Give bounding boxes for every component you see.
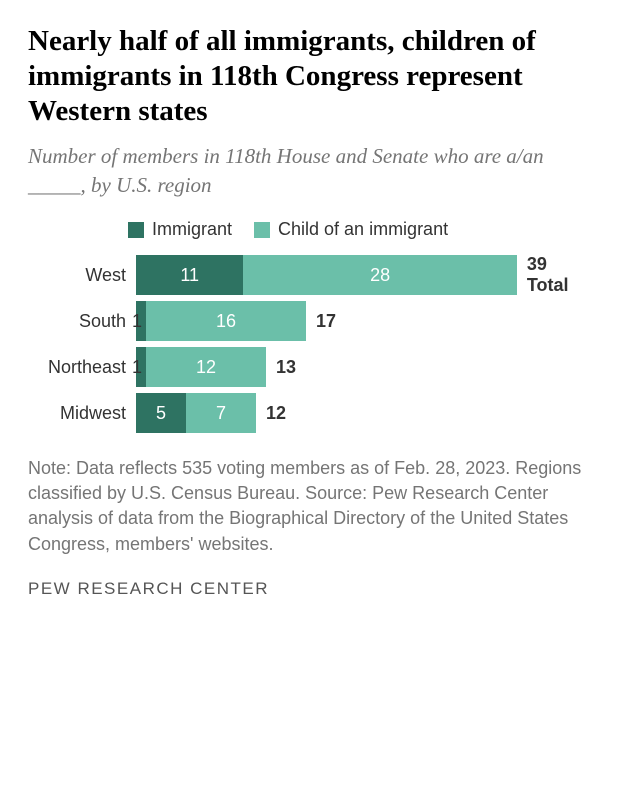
- bar-segment-child: 28: [243, 255, 516, 295]
- row-total: 13: [276, 357, 296, 378]
- chart-title: Nearly half of all immigrants, children …: [28, 24, 592, 128]
- bar-segment-immigrant: 1: [136, 301, 146, 341]
- legend-swatch-child: [254, 222, 270, 238]
- row-total: 12: [266, 403, 286, 424]
- legend-swatch-immigrant: [128, 222, 144, 238]
- legend-label-child: Child of an immigrant: [278, 219, 448, 240]
- chart-note: Note: Data reflects 535 voting members a…: [28, 456, 592, 557]
- chart-subtitle: Number of members in 118th House and Sen…: [28, 142, 592, 199]
- bar-segment-child: 12: [146, 347, 266, 387]
- bar-container: 1 12 13: [136, 347, 592, 387]
- bar-container: 11 28 39 Total: [136, 255, 592, 295]
- segment-value: 11: [180, 265, 199, 286]
- bar-segment-immigrant: 5: [136, 393, 186, 433]
- row-total: 39 Total: [527, 254, 592, 296]
- segment-value: 12: [196, 357, 216, 378]
- bar-segment-immigrant: 1: [136, 347, 146, 387]
- legend: Immigrant Child of an immigrant: [128, 219, 592, 240]
- chart-row: Northeast1 12 13: [28, 346, 592, 388]
- bar-container: 1 16 17: [136, 301, 592, 341]
- legend-item-immigrant: Immigrant: [128, 219, 232, 240]
- row-label: South: [28, 311, 136, 332]
- row-total: 17: [316, 311, 336, 332]
- bar-segment-child: 16: [146, 301, 306, 341]
- row-label: Northeast: [28, 357, 136, 378]
- segment-value: 7: [216, 403, 226, 424]
- bar-segment-immigrant: 11: [136, 255, 243, 295]
- bar-segment-child: 7: [186, 393, 256, 433]
- legend-item-child: Child of an immigrant: [254, 219, 448, 240]
- bar-container: 5 7 12: [136, 393, 592, 433]
- segment-value: 28: [370, 265, 390, 286]
- segment-value: 1: [132, 311, 142, 332]
- segment-value: 1: [132, 357, 142, 378]
- bar-chart: West112839 TotalSouth11617Northeast11213…: [28, 254, 592, 434]
- row-label: West: [28, 265, 136, 286]
- row-label: Midwest: [28, 403, 136, 424]
- legend-label-immigrant: Immigrant: [152, 219, 232, 240]
- segment-value: 16: [216, 311, 236, 332]
- footer-attribution: PEW RESEARCH CENTER: [28, 579, 592, 599]
- chart-row: Midwest 5 7 12: [28, 392, 592, 434]
- chart-row: South1 16 17: [28, 300, 592, 342]
- segment-value: 5: [156, 403, 166, 424]
- chart-row: West 11 28 39 Total: [28, 254, 592, 296]
